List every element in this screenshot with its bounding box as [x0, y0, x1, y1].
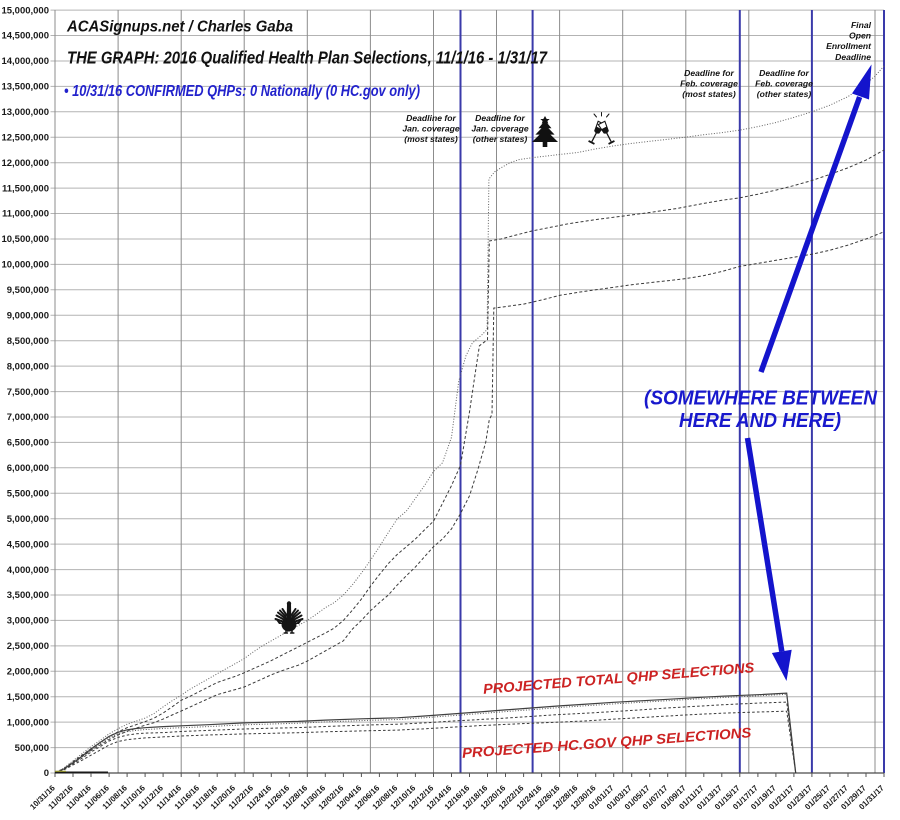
- svg-text:8,500,000: 8,500,000: [7, 336, 49, 347]
- svg-text:6,500,000: 6,500,000: [7, 438, 49, 449]
- svg-text:Jan. coverage: Jan. coverage: [402, 124, 460, 134]
- svg-text:(most states): (most states): [682, 89, 736, 99]
- svg-text:0: 0: [44, 768, 49, 779]
- svg-text:Deadline for: Deadline for: [684, 68, 734, 78]
- svg-text:14,500,000: 14,500,000: [1, 31, 49, 42]
- svg-text:4,500,000: 4,500,000: [7, 539, 49, 550]
- svg-text:15,000,000: 15,000,000: [1, 5, 49, 16]
- svg-text:1,000,000: 1,000,000: [7, 717, 49, 728]
- svg-text:(other states): (other states): [473, 134, 528, 144]
- svg-text:11,500,000: 11,500,000: [2, 183, 49, 194]
- svg-text:2,500,000: 2,500,000: [7, 641, 49, 652]
- svg-text:5,500,000: 5,500,000: [7, 489, 49, 500]
- svg-text:Open: Open: [849, 31, 871, 41]
- svg-text:11,000,000: 11,000,000: [2, 209, 49, 220]
- svg-text:Jan. coverage: Jan. coverage: [471, 124, 529, 134]
- svg-text:2,000,000: 2,000,000: [7, 667, 49, 678]
- svg-text:Deadline for: Deadline for: [475, 113, 525, 123]
- svg-text:1,500,000: 1,500,000: [7, 692, 49, 703]
- svg-text:9,000,000: 9,000,000: [7, 311, 49, 322]
- svg-text:3,000,000: 3,000,000: [7, 616, 49, 627]
- svg-text:500,000: 500,000: [15, 743, 49, 754]
- svg-text:9,500,000: 9,500,000: [7, 285, 49, 296]
- svg-text:Enrollment: Enrollment: [826, 41, 872, 51]
- svg-text:• 10/31/16 CONFIRMED QHPs: 0 N: • 10/31/16 CONFIRMED QHPs: 0 Nationally …: [64, 83, 420, 100]
- svg-text:10,500,000: 10,500,000: [1, 234, 49, 245]
- svg-text:Final: Final: [851, 20, 872, 30]
- svg-text:Feb. coverage: Feb. coverage: [680, 79, 738, 89]
- svg-text:5,000,000: 5,000,000: [7, 514, 49, 525]
- svg-text:(most states): (most states): [404, 134, 458, 144]
- svg-text:HERE AND HERE): HERE AND HERE): [679, 409, 841, 432]
- svg-text:12,000,000: 12,000,000: [1, 158, 49, 169]
- svg-text:Deadline for: Deadline for: [406, 113, 456, 123]
- svg-text:(SOMEWHERE BETWEEN: (SOMEWHERE BETWEEN: [644, 387, 878, 410]
- svg-text:14,000,000: 14,000,000: [1, 56, 49, 67]
- svg-text:13,000,000: 13,000,000: [1, 107, 49, 118]
- svg-text:ACASignups.net / Charles Gaba: ACASignups.net / Charles Gaba: [66, 19, 293, 36]
- svg-text:7,500,000: 7,500,000: [7, 387, 49, 398]
- svg-text:7,000,000: 7,000,000: [7, 412, 49, 423]
- svg-text:8,000,000: 8,000,000: [7, 361, 49, 372]
- svg-text:THE GRAPH: 2016 Qualified Heal: THE GRAPH: 2016 Qualified Health Plan Se…: [67, 48, 548, 68]
- svg-text:12,500,000: 12,500,000: [1, 132, 49, 143]
- svg-text:(other states): (other states): [757, 89, 812, 99]
- svg-text:3,500,000: 3,500,000: [7, 590, 49, 601]
- svg-text:13,500,000: 13,500,000: [1, 82, 49, 93]
- svg-text:6,000,000: 6,000,000: [7, 463, 49, 474]
- svg-text:10,000,000: 10,000,000: [1, 260, 49, 271]
- svg-text:4,000,000: 4,000,000: [7, 565, 49, 576]
- svg-text:Feb. coverage: Feb. coverage: [755, 79, 813, 89]
- svg-text:Deadline for: Deadline for: [759, 68, 809, 78]
- svg-text:Deadline: Deadline: [835, 52, 871, 62]
